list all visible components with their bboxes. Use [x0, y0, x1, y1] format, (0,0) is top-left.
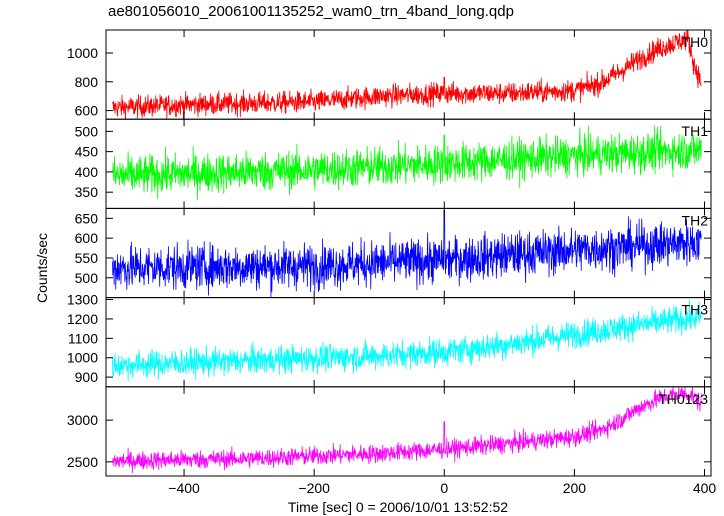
x-tick-label: 200	[563, 480, 587, 496]
y-tick-label: 500	[75, 270, 99, 286]
x-tick-label: 0	[440, 480, 448, 496]
y-tick-label: 900	[75, 369, 99, 385]
panel-th0123: 2500 3000 TH0123	[67, 386, 712, 477]
panel-label: TH2	[682, 212, 709, 228]
y-tick-label: 2500	[67, 454, 98, 470]
y-tick-label: 1000	[67, 45, 98, 61]
x-tick-label: −400	[168, 480, 200, 496]
panel-frame	[105, 386, 712, 477]
y-tick-label: 3000	[67, 412, 98, 428]
series-line-th0123	[112, 386, 702, 474]
y-tick-label: 350	[75, 184, 99, 200]
panel-label: TH0123	[658, 391, 708, 407]
x-axis-label: Time [sec] 0 = 2006/10/01 13:52:52	[288, 499, 508, 515]
panels-group: 600 800 1000 TH0 350 400 450 500 TH1 500 550 600 650…	[67, 29, 717, 496]
chart-title: ae801056010_20061001135252_wam0_trn_4ban…	[108, 3, 514, 20]
panel-th2: 500 550 600 650 TH2	[75, 207, 712, 299]
y-tick-label: 1200	[67, 311, 98, 327]
y-tick-label: 800	[75, 74, 99, 90]
y-tick-label: 600	[75, 103, 99, 119]
series-line-th3	[112, 299, 702, 382]
panel-th1: 350 400 450 500 TH1	[75, 118, 712, 209]
y-tick-label: 600	[75, 230, 99, 246]
y-tick-label: 1000	[67, 350, 98, 366]
y-tick-label: 1100	[68, 330, 98, 346]
panel-label: TH1	[682, 123, 709, 139]
y-axis-label: Counts/sec	[34, 233, 50, 303]
y-tick-label: 500	[75, 123, 99, 139]
y-tick-label: 550	[75, 250, 99, 266]
series-line-th2	[112, 209, 702, 298]
y-tick-label: 1300	[67, 292, 98, 308]
y-tick-label: 650	[75, 210, 99, 226]
panel-th0: 600 800 1000 TH0	[67, 29, 712, 120]
x-tick-label: −200	[298, 480, 330, 496]
series-line-th0	[112, 30, 702, 120]
x-tick-label: 400	[693, 480, 717, 496]
y-tick-label: 400	[75, 164, 99, 180]
panel-label: TH3	[682, 302, 709, 318]
panel-frame	[105, 297, 712, 388]
y-tick-label: 450	[75, 144, 99, 160]
panel-th3: 900 1000 1100 1200 1300 TH3	[67, 292, 712, 388]
panel-label: TH0	[682, 34, 709, 50]
series-line-th1	[112, 125, 702, 200]
